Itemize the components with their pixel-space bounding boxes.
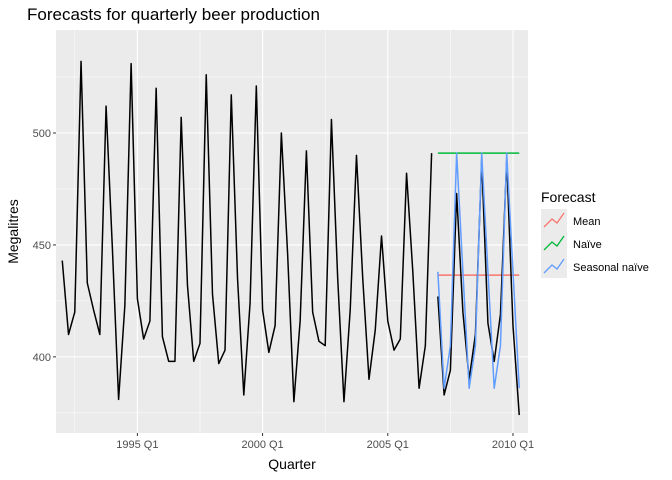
history-series-line	[61, 60, 433, 403]
legend-label: Mean	[573, 216, 601, 228]
x-axis: 1995 Q1 2000 Q1 2005 Q1 2010 Q1	[116, 433, 534, 451]
legend-key-line	[543, 212, 565, 228]
x-tick-label: 2000 Q1	[241, 439, 283, 451]
legend-title: Forecast	[541, 189, 596, 205]
legend-key-line	[543, 235, 565, 251]
y-axis-title: Megalitres	[5, 199, 21, 264]
x-tick-label: 2005 Q1	[367, 439, 409, 451]
major-gridlines	[56, 30, 528, 433]
legend-label: Naïve	[573, 239, 602, 251]
x-axis-title: Quarter	[268, 456, 316, 472]
chart-title: Forecasts for quarterly beer production	[27, 5, 320, 24]
legend: Forecast Mean Naïve Seasonal naïve	[541, 189, 649, 278]
x-tick-label: 2010 Q1	[492, 439, 534, 451]
seasonal-na-ve-series-line	[437, 152, 520, 389]
series-layer	[61, 60, 520, 416]
legend-key-line	[543, 258, 565, 274]
y-tick-label: 450	[33, 240, 51, 252]
y-tick-label: 400	[33, 352, 51, 364]
x-tick-label: 1995 Q1	[116, 439, 158, 451]
y-tick-label: 500	[33, 128, 51, 140]
legend-label: Seasonal naïve	[573, 262, 649, 274]
y-axis: 400 450 500	[33, 128, 56, 364]
